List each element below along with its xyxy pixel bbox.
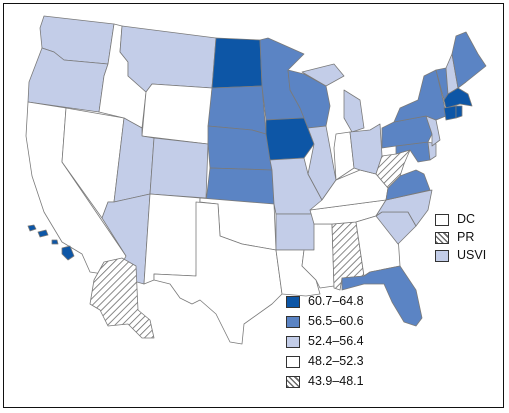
range-label: 56.5–60.6 xyxy=(308,314,364,328)
map-frame: DC PR USVI 60.7–64.8 56.5–60.6 52.4–56.4… xyxy=(3,3,504,408)
state-nd xyxy=(211,37,263,89)
state-me xyxy=(451,31,487,89)
territory-label-dc: DC xyxy=(457,212,476,226)
territory-swatch xyxy=(435,232,449,244)
us-choropleth-map xyxy=(25,15,487,345)
state-wv xyxy=(375,149,411,189)
range-swatch xyxy=(286,316,300,328)
state-nm xyxy=(143,193,201,285)
state-oh xyxy=(349,123,383,175)
state-co xyxy=(149,137,209,199)
territory-swatch xyxy=(435,250,449,262)
range-label: 48.2–52.3 xyxy=(308,354,364,368)
state-mt xyxy=(119,25,217,93)
state-ny xyxy=(393,69,447,123)
state-wy xyxy=(141,83,213,145)
range-label: 60.7–64.8 xyxy=(308,294,364,308)
range-swatch xyxy=(286,356,300,368)
state-mi xyxy=(301,63,365,133)
range-label: 43.9–48.1 xyxy=(308,374,364,388)
state-in xyxy=(333,131,355,181)
territory-swatch xyxy=(435,214,449,226)
state-hi xyxy=(27,224,75,261)
state-layer xyxy=(25,15,487,345)
territory-label-usvi: USVI xyxy=(457,248,487,262)
state-tx xyxy=(153,201,283,345)
state-ak xyxy=(89,257,155,339)
state-fl xyxy=(341,265,423,327)
range-swatch xyxy=(286,296,300,308)
state-ks xyxy=(205,167,275,205)
territory-label-pr: PR xyxy=(457,230,475,244)
state-ri xyxy=(455,105,463,119)
range-swatch xyxy=(286,376,300,388)
state-ar xyxy=(275,213,319,251)
state-ne xyxy=(207,125,273,171)
state-ct xyxy=(443,105,457,121)
range-swatch xyxy=(286,336,300,348)
range-label: 52.4–56.4 xyxy=(308,334,364,348)
